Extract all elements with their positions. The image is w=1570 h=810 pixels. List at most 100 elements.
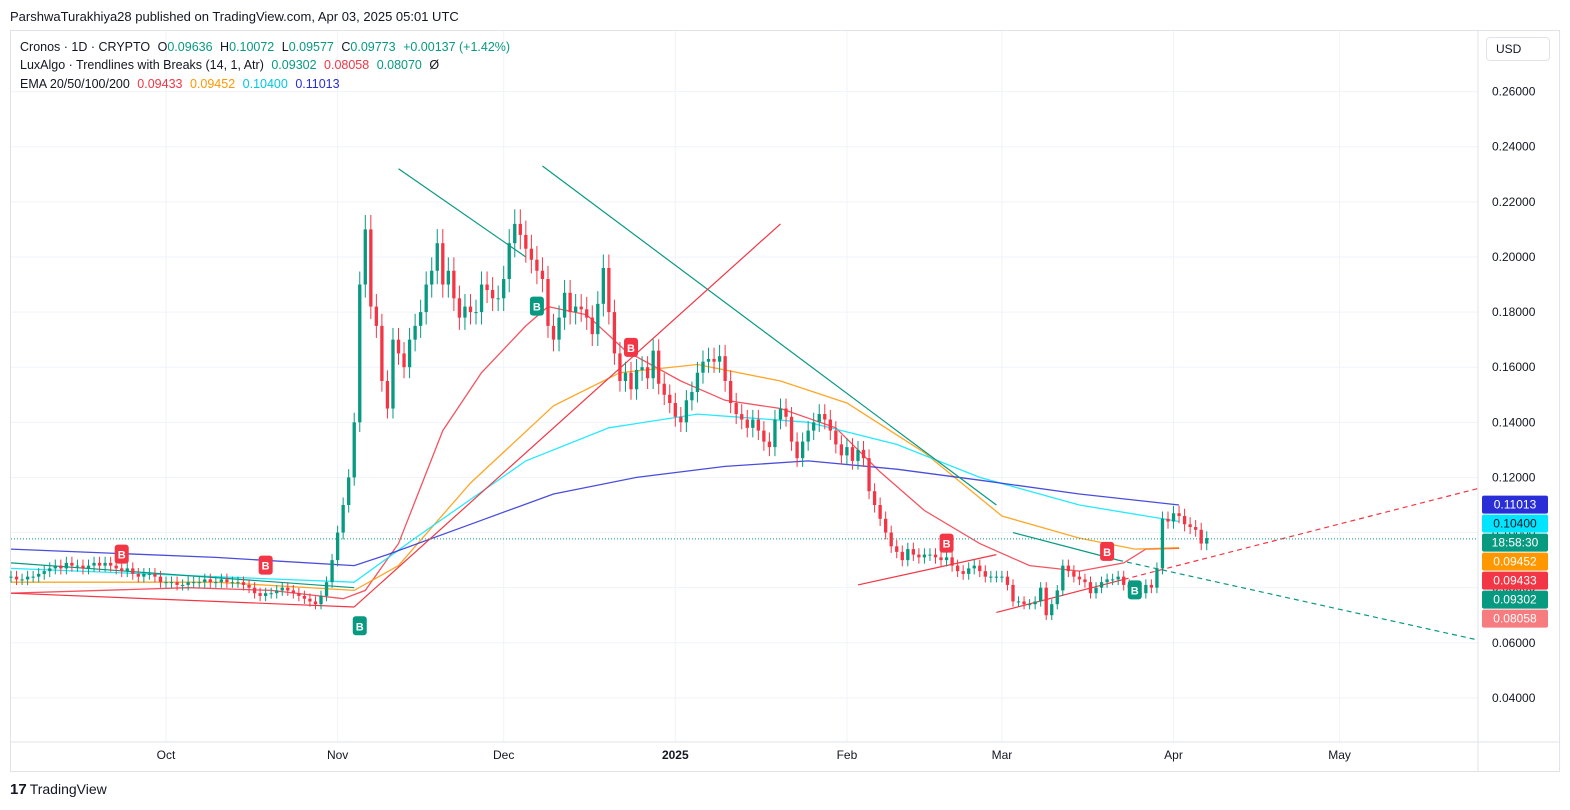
candle-body	[823, 414, 827, 420]
candle-body	[557, 317, 561, 340]
signal-label: B	[533, 302, 541, 314]
grid	[11, 31, 1560, 772]
high-label: H	[220, 40, 230, 54]
legend-luxalgo[interactable]: LuxAlgo · Trendlines with Breaks (14, 1,…	[20, 58, 443, 72]
candle-body	[275, 590, 279, 594]
candle-body	[457, 298, 462, 318]
price-tick-label: 0.20000	[1492, 250, 1536, 264]
time-tick-label: May	[1328, 748, 1351, 762]
candle-body	[745, 419, 749, 428]
candle-body	[108, 562, 113, 566]
candle-body	[1160, 518, 1165, 569]
signal-sell-marker	[624, 337, 639, 357]
signal-buy-marker	[1127, 580, 1142, 600]
price-tag-label: 0.09302	[1493, 593, 1537, 607]
candle-body	[380, 325, 384, 381]
candle-body	[723, 356, 727, 381]
candle-body	[679, 416, 683, 423]
candle-body	[961, 571, 965, 574]
candle-body	[1055, 590, 1059, 605]
candle-body	[1094, 587, 1098, 594]
legend-ema[interactable]: EMA 20/50/100/200 0.09433 0.09452 0.1040…	[20, 77, 344, 91]
time-tick-label: Nov	[327, 748, 348, 762]
low-label: L	[281, 40, 289, 54]
candle-body	[856, 449, 860, 461]
candle-body	[673, 403, 677, 417]
tradingview-logo[interactable]: 17 TradingView	[10, 781, 107, 798]
candle-body	[1199, 529, 1203, 544]
signal-label: B	[262, 561, 270, 573]
trendline	[10, 592, 355, 608]
price-tick-label: 0.12000	[1492, 470, 1536, 484]
candle-body	[900, 551, 904, 561]
candle-body	[1177, 513, 1181, 517]
candle-body	[59, 565, 63, 569]
candle-body	[330, 560, 334, 583]
candle-body	[297, 593, 301, 596]
candle-body	[114, 565, 118, 569]
candle-body	[468, 306, 473, 313]
candle-body	[573, 306, 578, 313]
candle-body	[513, 223, 517, 244]
candle-body	[1205, 538, 1209, 544]
candle-body	[413, 325, 417, 340]
candle-body	[944, 557, 949, 561]
time-tick-label: Apr	[1164, 748, 1183, 762]
candle-body	[258, 593, 262, 596]
high-value: 0.10072	[229, 40, 275, 54]
price-tag-label: 18:58:30	[1492, 536, 1539, 550]
candle-body	[546, 279, 550, 326]
candle-body	[983, 571, 987, 577]
trendline	[1118, 559, 1479, 641]
signal-sell-marker	[939, 533, 954, 553]
candle-body	[607, 268, 611, 313]
candle-body	[197, 582, 201, 584]
candle-body	[1116, 576, 1120, 580]
publisher-line: ParshwaTurakhiya28 published on TradingV…	[10, 9, 459, 24]
ema-name: EMA 20/50/100/200	[20, 77, 130, 91]
price-tag-label: 0.09452	[1493, 555, 1537, 569]
candle-body	[474, 312, 478, 314]
candle-body	[623, 372, 628, 381]
luxalgo-value-4: Ø	[429, 58, 440, 72]
candle-body	[358, 284, 362, 423]
legend-symbol[interactable]: Cronos · 1D · CRYPTO O0.09636 H0.10072 L…	[20, 40, 514, 54]
candle-body	[81, 565, 85, 569]
candle-body	[978, 565, 982, 572]
candle-body	[535, 259, 539, 271]
price-tick-label: 0.16000	[1492, 360, 1536, 374]
currency-button[interactable]: USD	[1486, 37, 1550, 61]
candle-body	[369, 229, 373, 307]
luxalgo-value-2: 0.08058	[324, 58, 370, 72]
candle-body	[657, 350, 661, 384]
ema100-value: 0.10400	[242, 77, 288, 91]
time-tick-label: 2025	[662, 748, 689, 762]
luxalgo-name: LuxAlgo · Trendlines with Breaks (14, 1,…	[20, 58, 264, 72]
candle-body	[341, 505, 345, 533]
candle-body	[291, 590, 295, 594]
candle-body	[53, 565, 57, 569]
candle-body	[203, 579, 207, 583]
candle-body	[236, 582, 240, 584]
candle-body	[385, 380, 390, 409]
price-tick-label: 0.18000	[1492, 305, 1536, 319]
change-value: +0.00137 (+1.42%)	[403, 40, 511, 54]
candle-body	[845, 447, 849, 456]
trendline	[542, 165, 997, 506]
candle-body	[147, 573, 152, 575]
trendline	[398, 168, 527, 258]
candle-body	[418, 312, 423, 326]
candle-body	[391, 339, 395, 409]
candle-body	[817, 414, 821, 423]
candle-body	[20, 579, 24, 581]
ema200-value: 0.11013	[295, 77, 340, 91]
candle-body	[773, 419, 777, 448]
signal-label: B	[1103, 547, 1111, 559]
candle-body	[92, 562, 96, 566]
candle-body	[1061, 565, 1065, 591]
candle-body	[717, 356, 722, 362]
trendline	[353, 223, 781, 608]
time-tick-label: Mar	[992, 748, 1013, 762]
candle-body	[120, 568, 124, 572]
